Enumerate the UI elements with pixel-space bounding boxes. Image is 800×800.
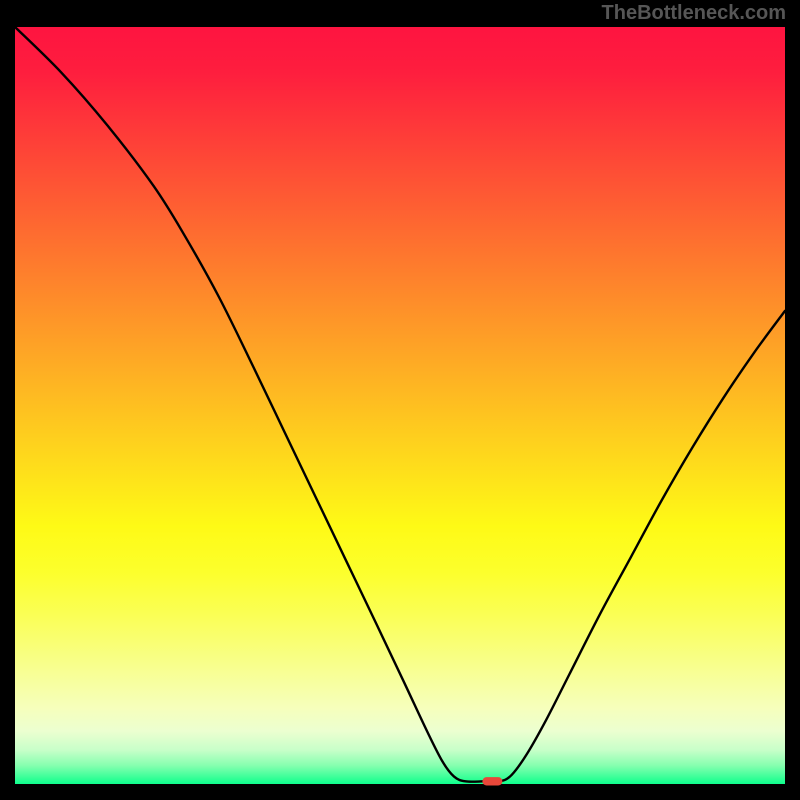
bottleneck-chart [0, 0, 800, 800]
chart-background [15, 27, 785, 784]
optimal-point-marker [482, 777, 502, 785]
